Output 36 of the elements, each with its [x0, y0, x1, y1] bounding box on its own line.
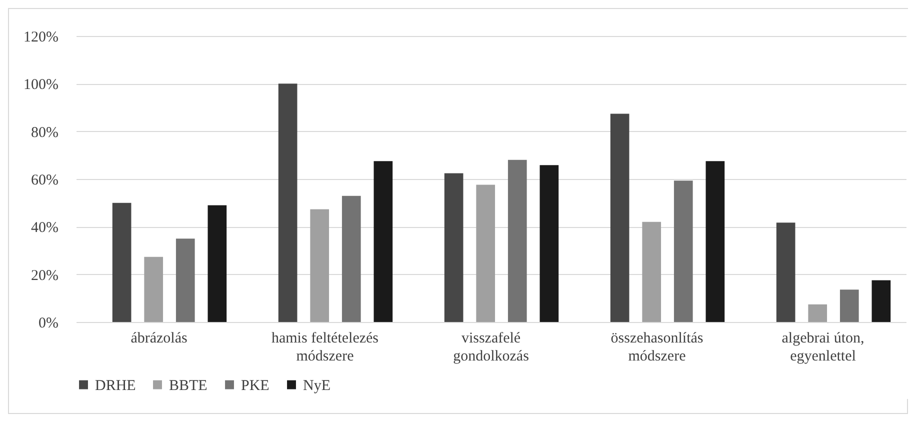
bar	[310, 209, 330, 322]
bar	[872, 280, 891, 322]
x-tick-label: visszafelé gondolkozás	[453, 330, 530, 364]
y-tick-label: 20%	[31, 268, 58, 284]
bar	[278, 84, 298, 322]
legend-label: DRHE	[95, 378, 136, 394]
y-tick-label: 120%	[24, 30, 58, 46]
bar	[706, 161, 725, 322]
y-tick-label: 80%	[31, 124, 58, 141]
y-tick-label: 100%	[24, 77, 58, 94]
bar	[674, 180, 693, 322]
bar	[342, 196, 361, 322]
bar	[444, 173, 464, 322]
bar	[776, 222, 796, 322]
bar	[540, 165, 559, 322]
bar	[112, 202, 132, 322]
bar	[808, 304, 828, 322]
bar	[476, 184, 496, 322]
bar	[610, 114, 630, 322]
y-tick-label: 0%	[38, 316, 58, 332]
bar	[508, 160, 527, 322]
legend-label: NyE	[303, 378, 330, 394]
bar	[840, 290, 859, 322]
legend-label: PKE	[241, 378, 270, 394]
y-tick-label: 40%	[31, 220, 58, 236]
legend-label: BBTE	[169, 378, 208, 394]
x-tick-label: összehasonlítás módszere	[610, 330, 704, 364]
y-tick-label: 60%	[31, 172, 58, 188]
bar	[176, 238, 195, 322]
x-tick-label: algebrai úton, egyenlettel	[782, 330, 864, 364]
bar	[208, 205, 227, 322]
bar	[374, 161, 393, 322]
bar	[642, 222, 662, 322]
x-tick-label: hamis feltételezés módszere	[271, 330, 379, 364]
x-tick-label: ábrázolás	[130, 330, 188, 346]
bar	[144, 256, 164, 322]
